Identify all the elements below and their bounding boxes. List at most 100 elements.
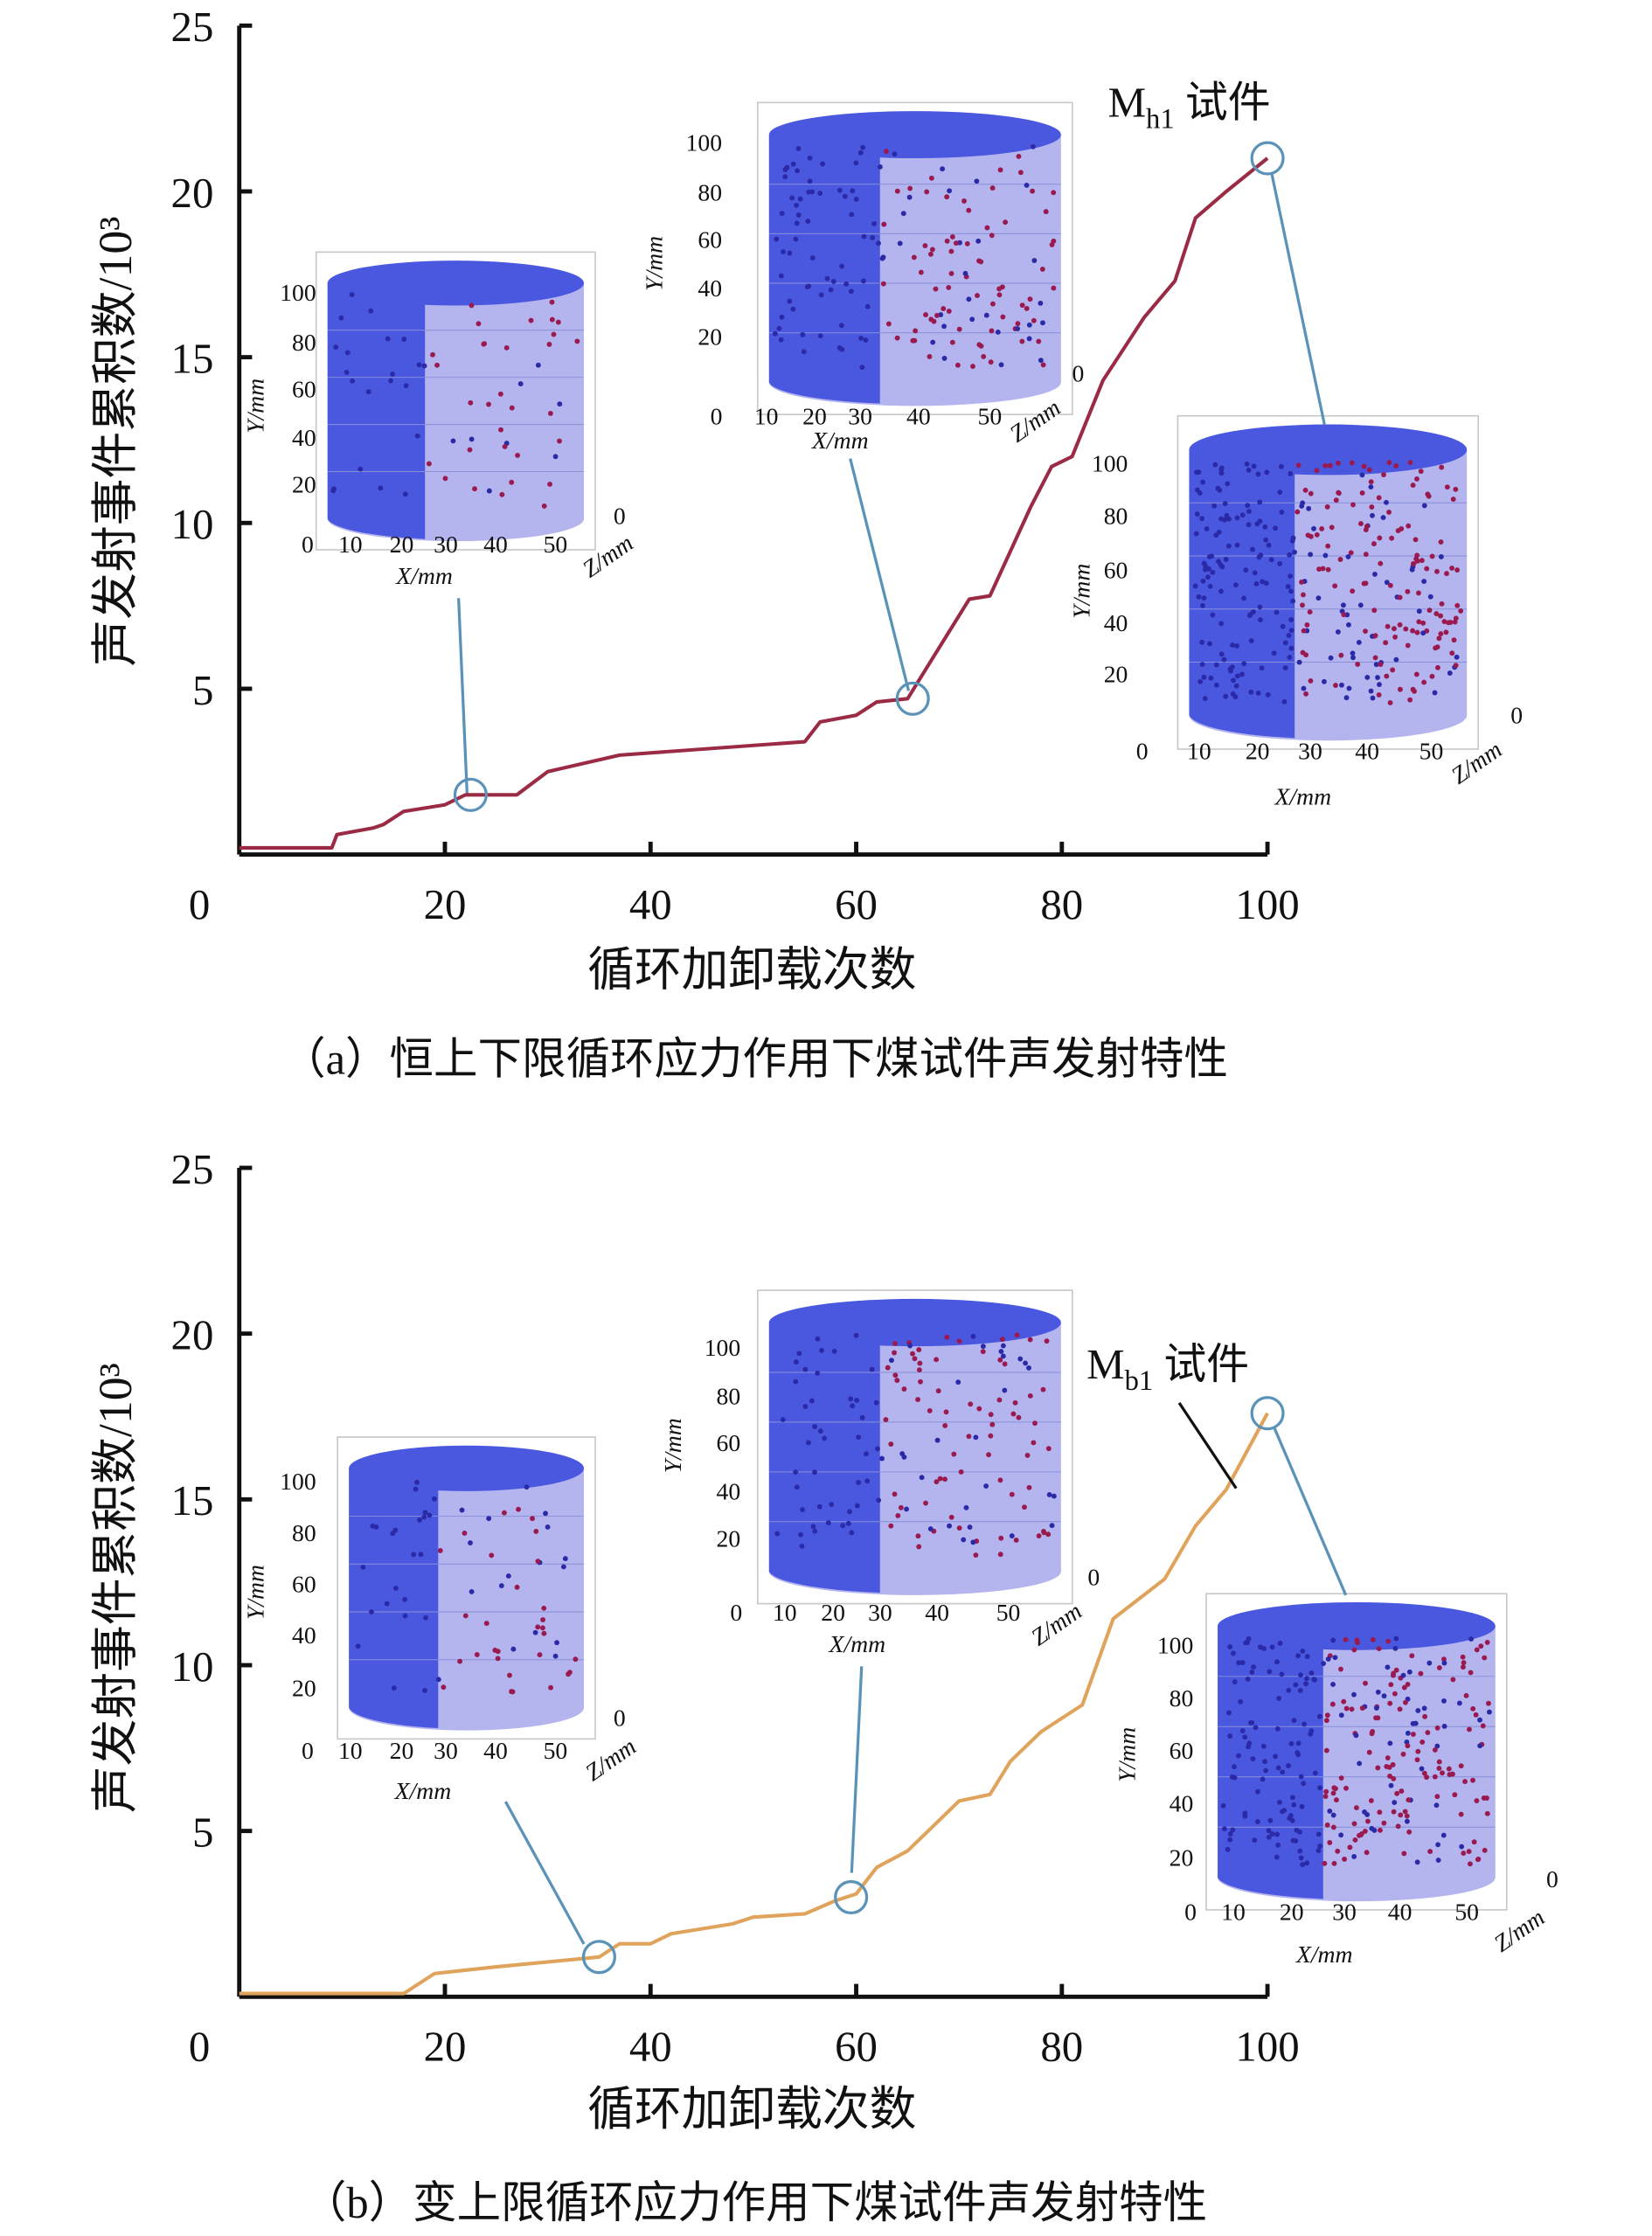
highlight-circle-marker — [453, 777, 488, 812]
ae-event-dot — [1293, 1682, 1299, 1688]
ae-event-dot — [1308, 678, 1314, 684]
ae-event-dot — [1486, 1709, 1492, 1715]
ae-event-dot — [1338, 1666, 1343, 1672]
ae-event-dot — [1260, 579, 1266, 585]
ae-event-dot — [999, 284, 1005, 290]
ae-event-dot — [930, 339, 936, 345]
ae-event-dot — [1209, 553, 1215, 559]
ae-event-dot — [1375, 1689, 1381, 1695]
ae-event-dot — [1419, 1739, 1426, 1745]
ae-event-dot — [1246, 1635, 1252, 1642]
ae-event-dot — [885, 1365, 891, 1371]
ae-event-dot — [1356, 640, 1362, 645]
ae-event-dot — [1257, 499, 1263, 505]
ae-event-dot — [344, 369, 350, 375]
ae-event-dot — [1308, 1670, 1315, 1676]
ae-event-dot — [1200, 602, 1205, 608]
ae-event-dot — [1338, 1712, 1344, 1719]
inset-xlabel: X/mm — [395, 562, 453, 589]
ae-event-dot — [1385, 1638, 1392, 1644]
ae-event-dot — [1024, 183, 1030, 188]
ae-event-dot — [850, 188, 856, 194]
ae-event-dot — [1406, 1797, 1412, 1803]
ae-event-dot — [871, 221, 878, 226]
ae-event-dot — [1281, 698, 1288, 705]
ae-event-dot — [1474, 1647, 1480, 1653]
y-tick-label: 20 — [171, 169, 214, 217]
ae-event-dot — [836, 187, 843, 193]
ae-event-dot — [782, 167, 788, 172]
ae-event-dot — [888, 1523, 894, 1529]
ae-event-dot — [1355, 661, 1361, 667]
inset-ztick-label: 0 — [614, 1705, 626, 1732]
ae-event-dot — [498, 1583, 504, 1588]
ae-event-dot — [573, 1656, 579, 1663]
ae-event-dot — [946, 285, 952, 290]
ae-event-dot — [1288, 588, 1294, 594]
ae-event-dot — [1338, 1775, 1344, 1781]
ae-event-dot — [1325, 543, 1331, 549]
ae-event-dot — [798, 1531, 803, 1538]
ae-event-dot — [1391, 626, 1397, 632]
ae-event-dot — [1363, 580, 1369, 587]
ae-event-dot — [1329, 1701, 1336, 1707]
ae-event-dot — [543, 1510, 548, 1517]
inset-xtick-label: 20 — [390, 531, 414, 558]
inset-3d-scatter: 100 80 60 40 20 0 10 20 30 40 50 0 X/mm Z/mm Y/mm — [1114, 1427, 1558, 1968]
ae-event-dot — [1331, 1785, 1337, 1791]
ae-event-dot — [1440, 1770, 1445, 1776]
ae-event-dot — [958, 1469, 964, 1475]
ae-event-dot — [1460, 1654, 1466, 1660]
ae-event-dot — [1392, 1645, 1399, 1651]
ae-event-dot — [1361, 463, 1367, 469]
ae-event-dot — [468, 1540, 473, 1545]
ae-event-dot — [861, 233, 867, 240]
ae-event-dot — [934, 312, 940, 318]
inset-zlabel: Z/mm — [1004, 393, 1065, 448]
ae-event-dot — [838, 323, 844, 329]
ae-event-dot — [794, 1484, 800, 1490]
cylinder-dark-half — [768, 1323, 880, 1594]
ae-event-dot — [537, 1652, 543, 1658]
ae-event-dot — [1438, 539, 1444, 545]
ae-event-dot — [350, 378, 356, 384]
ae-event-dot — [1341, 612, 1347, 618]
inset-ytick-label: 40 — [717, 1478, 741, 1505]
inset-xtick-label: 30 — [434, 531, 458, 558]
inset-ytick-label: 100 — [280, 279, 316, 306]
ae-event-dot — [807, 155, 813, 161]
ae-event-dot — [897, 240, 903, 247]
ae-event-dot — [510, 1646, 517, 1652]
ae-event-dot — [793, 1378, 799, 1385]
ae-event-dot — [986, 1452, 991, 1458]
ae-event-dot — [1339, 682, 1344, 688]
ae-event-dot — [968, 1401, 974, 1407]
ae-event-dot — [779, 211, 785, 217]
ae-event-dot — [1295, 462, 1301, 469]
ae-event-dot — [989, 185, 996, 191]
ae-event-dot — [910, 337, 916, 344]
ae-event-dot — [1332, 583, 1338, 589]
inset-xtick-label: 50 — [544, 531, 568, 558]
ae-event-dot — [907, 1343, 913, 1349]
ae-event-dot — [883, 1417, 889, 1423]
ae-event-dot — [975, 238, 982, 244]
ae-event-dot — [1301, 1781, 1307, 1787]
ae-event-dot — [1220, 1802, 1226, 1809]
ae-event-dot — [469, 302, 475, 309]
ae-event-dot — [562, 1556, 568, 1562]
ae-event-dot — [812, 1469, 817, 1476]
ae-event-dot — [1357, 602, 1364, 608]
ae-event-dot — [1432, 1746, 1438, 1753]
ae-event-dot — [1227, 1733, 1233, 1739]
ae-event-dot — [948, 248, 954, 254]
ae-event-dot — [1262, 524, 1268, 530]
ae-event-dot — [1024, 1453, 1031, 1458]
ae-event-dot — [1218, 588, 1224, 594]
ae-event-dot — [1414, 629, 1420, 635]
ae-event-dot — [922, 243, 928, 248]
x-tick-label: 0 — [189, 2023, 210, 2071]
y-tick-label: 25 — [171, 1145, 214, 1193]
ae-event-dot — [1373, 1715, 1379, 1721]
inset-ytick-label: 80 — [292, 1519, 316, 1546]
